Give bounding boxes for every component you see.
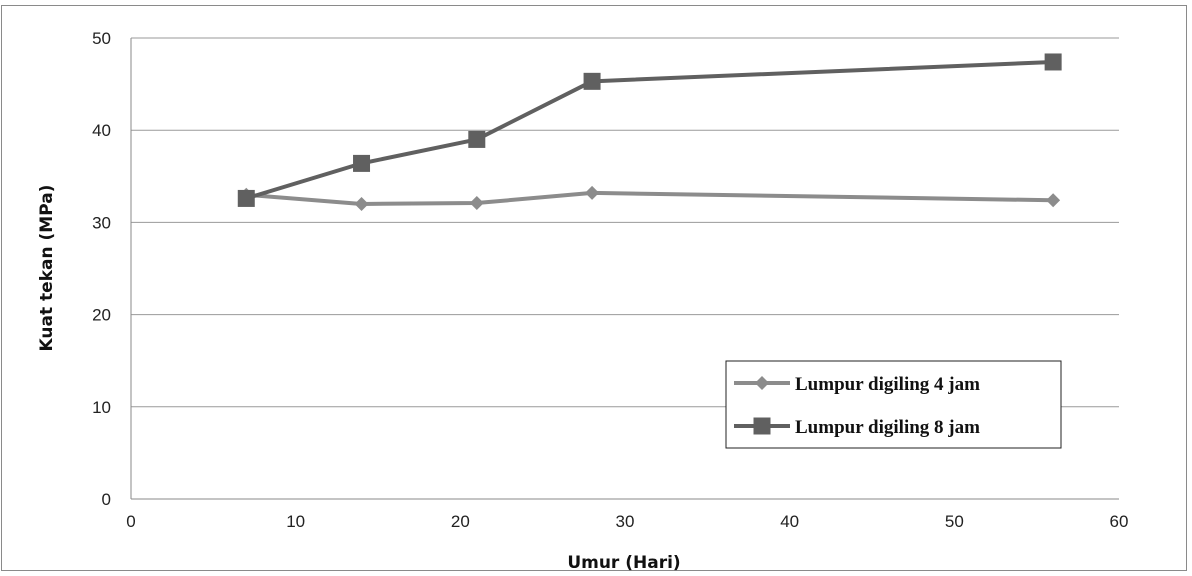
data-point <box>583 72 601 90</box>
x-tick-label: 0 <box>126 512 135 531</box>
axes <box>130 38 1119 500</box>
data-point <box>1044 53 1062 71</box>
data-point <box>237 189 255 207</box>
legend-label-1: Lumpur digiling 4 jam <box>795 374 980 395</box>
grid <box>131 37 1119 408</box>
x-tick-label: 20 <box>451 512 470 531</box>
data-point <box>469 196 484 211</box>
x-tick-label: 40 <box>780 512 799 531</box>
series-line-1 <box>246 190 1054 206</box>
data-point <box>585 185 600 200</box>
data-point <box>468 130 486 148</box>
y-tick-label: 30 <box>92 213 111 232</box>
y-tick-label: 10 <box>92 398 111 417</box>
x-tick-label: 60 <box>1110 512 1129 531</box>
y-axis-title: Kuat tekan (MPa) <box>37 185 57 352</box>
y-tick-labels: 0 10 20 30 40 50 <box>92 29 111 509</box>
x-tick-labels: 0 10 20 30 40 50 60 <box>126 512 1128 531</box>
data-point <box>1046 193 1061 208</box>
series-layer <box>237 53 1062 211</box>
series-1 <box>239 185 1061 211</box>
y-tick-label: 40 <box>92 121 111 140</box>
legend: Lumpur digiling 4 jam Lumpur digiling 8 j… <box>725 360 1062 449</box>
y-tick-label: 50 <box>92 29 111 48</box>
data-point <box>353 154 371 172</box>
x-tick-label: 10 <box>286 512 305 531</box>
x-axis-title: Umur (Hari) <box>567 553 680 573</box>
y-tick-label: 20 <box>92 306 111 325</box>
data-point <box>354 196 369 211</box>
x-tick-label: 50 <box>945 512 964 531</box>
series-2 <box>237 53 1062 207</box>
legend-box <box>725 360 1062 449</box>
x-tick-label: 30 <box>616 512 635 531</box>
chart-frame <box>1 5 1187 571</box>
legend-marker-1 <box>755 376 769 390</box>
legend-label-2: Lumpur digiling 8 jam <box>795 417 980 438</box>
y-tick-label: 0 <box>102 490 111 509</box>
legend-marker-2 <box>753 417 771 435</box>
